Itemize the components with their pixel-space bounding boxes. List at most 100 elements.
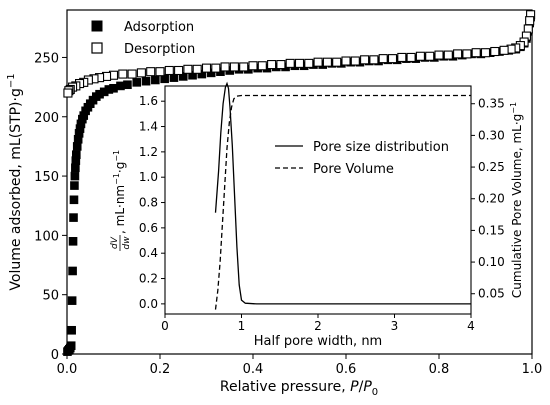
- series-desorption: [63, 10, 536, 98]
- inset-left-y-tick-label: 1.6: [139, 94, 158, 108]
- main-chart: 0.0 0.2 0.4 0.6 0.8 1.0 0 50 100 150 200 250 Relat…: [6, 9, 543, 398]
- inset-right-y-axis-ticks: 0.05 0.10 0.15 0.20 0.25 0.30 0.35: [471, 97, 505, 301]
- main-y-tick-label: 50: [42, 289, 59, 304]
- desorption-point: [341, 56, 351, 66]
- adsorption-point: [188, 70, 197, 80]
- desorption-point: [257, 61, 267, 71]
- adsorption-point: [71, 163, 80, 173]
- desorption-point: [434, 50, 444, 60]
- desorption-point: [350, 56, 360, 66]
- inset-background: [165, 86, 471, 314]
- desorption-point: [211, 63, 221, 73]
- inset-legend: Pore size distribution Pore Volume: [275, 140, 449, 177]
- main-x-tick-label: 0.6: [336, 362, 357, 377]
- inset-right-y-tick-label: 0.05: [478, 287, 505, 301]
- adsorption-point: [70, 181, 79, 190]
- inset-left-y-tick-label: 0.0: [139, 297, 158, 311]
- desorption-point: [164, 65, 174, 76]
- inset-left-y-axis-label: dV dw , mL·nm−1·g−1: [110, 150, 132, 251]
- inset-x-tick-label: 3: [391, 319, 399, 333]
- series-line-pore-size-distribution: [214, 81, 471, 305]
- desorption-point: [406, 52, 416, 62]
- desorption-point: [118, 69, 128, 79]
- inset-ylabel-fraction-numerator: dV: [110, 236, 120, 249]
- desorption-point: [276, 60, 286, 70]
- main-legend: Adsorption Desorption: [91, 20, 195, 57]
- main-x-tick-label: 0.0: [57, 362, 78, 377]
- desorption-point: [136, 68, 146, 78]
- adsorption-point: [67, 296, 77, 305]
- desorption-point: [248, 61, 258, 71]
- main-x-axis-ticks: 0.0 0.2 0.4 0.6 0.8 1.0: [57, 354, 543, 377]
- adsorption-point: [160, 74, 169, 84]
- desorption-point: [322, 57, 332, 67]
- legend-label-pore-volume: Pore Volume: [313, 162, 394, 177]
- adsorption-point: [169, 73, 179, 82]
- main-y-axis-label: Volume adsorbed, mL(STP)·g−1: [6, 73, 24, 290]
- desorption-point: [267, 60, 277, 70]
- inset-right-y-tick-label: 0.10: [478, 255, 505, 269]
- inset-left-y-tick-label: 1.4: [139, 120, 158, 134]
- desorption-point: [146, 67, 156, 77]
- desorption-point: [220, 62, 230, 72]
- inset-x-axis-label: Half pore width, nm: [254, 334, 382, 349]
- main-y-tick-label: 200: [34, 111, 59, 126]
- inset-right-y-axis-label: Cumulative Pore Volume, mL·g−1: [509, 102, 524, 298]
- inset-ylabel-text: , mL·nm−1·g−1: [112, 150, 127, 234]
- adsorption-point: [123, 80, 132, 90]
- inset-x-axis-ticks: 0 1 2 3 4: [161, 314, 475, 333]
- adsorption-point: [66, 341, 76, 350]
- desorption-point: [239, 62, 249, 72]
- main-y-tick-label: 100: [34, 229, 59, 244]
- inset-right-y-tick-label: 0.25: [478, 160, 505, 174]
- desorption-point: [490, 46, 500, 57]
- adsorption-point: [132, 78, 142, 87]
- main-x-tick-label: 0.8: [429, 362, 450, 377]
- desorption-point: [499, 45, 509, 55]
- legend-marker-adsorption: [91, 20, 103, 32]
- inset-right-y-tick-label: 0.20: [478, 192, 505, 206]
- adsorption-point: [72, 150, 81, 160]
- adsorption-point: [70, 171, 80, 181]
- adsorption-point: [67, 325, 76, 335]
- adsorption-point: [151, 75, 160, 85]
- main-x-tick-label: 0.2: [150, 362, 171, 377]
- inset-right-y-tick-label: 0.30: [478, 128, 505, 142]
- desorption-point: [415, 51, 425, 61]
- inset-x-tick-label: 0: [161, 319, 169, 333]
- adsorption-point: [69, 213, 78, 222]
- inset-ylabel-fraction-denominator: dw: [122, 236, 132, 250]
- desorption-point: [525, 16, 535, 26]
- legend-marker-desorption: [91, 42, 103, 54]
- desorption-point: [174, 65, 184, 76]
- inset-x-tick-label: 2: [314, 319, 322, 333]
- adsorption-point: [68, 237, 78, 246]
- desorption-point: [369, 55, 379, 65]
- desorption-point: [63, 88, 73, 98]
- adsorption-point: [72, 142, 82, 151]
- main-y-tick-label: 150: [34, 170, 59, 185]
- desorption-point: [229, 62, 239, 72]
- main-x-tick-label: 1.0: [522, 362, 543, 377]
- desorption-point: [480, 48, 491, 58]
- desorption-point: [397, 52, 407, 62]
- main-y-axis-ticks: 0 50 100 150 200 250: [34, 51, 67, 363]
- main-plot-frame: [66, 9, 533, 355]
- inset-x-tick-label: 1: [238, 319, 246, 333]
- desorption-point: [387, 54, 398, 64]
- desorption-point: [332, 57, 342, 67]
- desorption-point: [192, 64, 202, 74]
- adsorption-point: [178, 72, 188, 81]
- desorption-point: [285, 58, 295, 68]
- inset-x-tick-label: 4: [467, 319, 475, 333]
- desorption-point: [313, 57, 323, 67]
- desorption-point: [462, 49, 472, 59]
- desorption-point: [155, 67, 165, 77]
- inset-left-y-tick-label: 0.4: [139, 246, 158, 260]
- desorption-point: [304, 58, 314, 68]
- inset-left-y-tick-label: 0.6: [139, 221, 158, 235]
- inset-left-y-tick-label: 0.8: [139, 196, 158, 210]
- desorption-point: [360, 55, 370, 65]
